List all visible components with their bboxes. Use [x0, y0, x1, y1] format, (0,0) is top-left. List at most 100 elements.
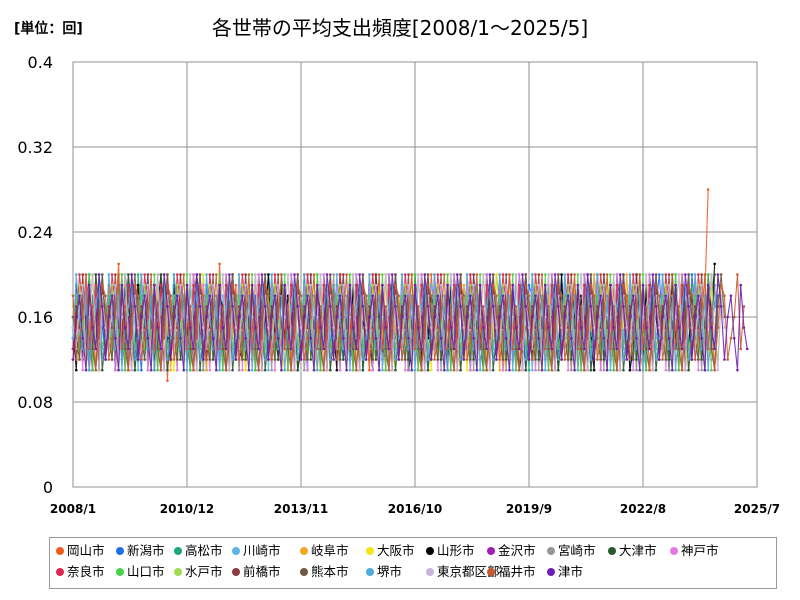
data-point	[687, 368, 690, 372]
data-point	[677, 326, 681, 329]
data-point	[677, 368, 681, 372]
data-point	[517, 347, 521, 351]
data-point	[700, 358, 703, 361]
data-point	[87, 368, 91, 372]
data-point	[514, 305, 518, 308]
data-point	[361, 305, 365, 308]
data-point	[583, 283, 586, 287]
data-point	[345, 368, 348, 372]
data-point	[218, 273, 221, 276]
data-point	[638, 326, 642, 329]
data-point	[309, 273, 313, 276]
data-point	[456, 273, 459, 276]
data-point	[394, 273, 397, 276]
legend-label: 新潟市	[127, 543, 165, 558]
data-point	[745, 347, 749, 351]
data-point	[390, 326, 394, 329]
legend-label: 水戸市	[185, 564, 223, 579]
data-point	[429, 283, 433, 287]
legend-label: 前橋市	[243, 564, 281, 579]
data-point	[335, 358, 339, 361]
data-point	[524, 358, 528, 361]
data-point	[394, 305, 397, 308]
legend-marker	[116, 568, 124, 576]
data-point	[263, 305, 267, 308]
data-point	[250, 283, 254, 287]
data-point	[254, 368, 257, 372]
data-point	[136, 326, 140, 329]
data-point	[374, 273, 378, 276]
data-point	[508, 368, 511, 372]
data-point	[557, 273, 560, 276]
data-point	[175, 283, 179, 287]
data-point	[371, 273, 374, 276]
data-point	[342, 336, 345, 340]
data-point	[436, 294, 440, 298]
data-point	[221, 368, 225, 372]
data-point	[322, 368, 326, 372]
data-point	[631, 336, 635, 340]
data-point	[97, 368, 101, 372]
data-point	[583, 368, 586, 372]
data-point	[485, 347, 488, 351]
data-point	[618, 368, 622, 372]
data-point	[599, 283, 602, 287]
data-point	[231, 305, 234, 308]
data-point	[335, 315, 339, 319]
data-point	[205, 358, 208, 361]
data-point	[667, 273, 671, 276]
data-point	[563, 273, 567, 276]
data-point	[635, 283, 638, 287]
data-point	[162, 326, 166, 329]
data-point	[371, 336, 374, 340]
data-point	[289, 273, 293, 276]
data-point	[521, 326, 524, 329]
y-tick-label: 0.4	[28, 53, 53, 72]
data-point	[293, 368, 296, 372]
data-point	[81, 315, 85, 319]
data-point	[560, 326, 563, 329]
data-point	[504, 283, 508, 287]
data-point	[104, 294, 107, 298]
data-point	[736, 368, 739, 372]
legend-label: 津市	[558, 564, 584, 579]
data-point	[524, 305, 528, 308]
data-point	[592, 294, 596, 298]
data-point	[511, 368, 515, 372]
data-point	[78, 273, 81, 276]
data-point	[524, 283, 528, 287]
data-point	[169, 326, 173, 329]
data-point	[697, 273, 700, 276]
data-point	[201, 336, 205, 340]
data-point	[78, 358, 81, 361]
data-point	[641, 273, 645, 276]
data-point	[319, 347, 322, 351]
data-point	[553, 326, 557, 329]
data-point	[622, 368, 625, 372]
data-point	[684, 273, 687, 276]
data-point	[348, 283, 352, 287]
data-point	[517, 368, 521, 372]
data-point	[563, 315, 567, 319]
data-point	[530, 358, 534, 361]
data-point	[648, 305, 651, 308]
data-point	[560, 273, 563, 276]
legend-label: 高松市	[185, 543, 223, 558]
data-point	[342, 273, 345, 276]
data-point	[101, 358, 104, 361]
data-point	[491, 358, 495, 361]
data-point	[475, 326, 479, 329]
data-point	[254, 273, 257, 276]
data-point	[84, 326, 88, 329]
data-point	[700, 273, 703, 276]
data-point	[114, 273, 117, 276]
data-point	[498, 273, 501, 276]
data-point	[547, 305, 550, 308]
data-point	[280, 326, 283, 329]
data-point	[641, 368, 645, 372]
data-point	[439, 315, 443, 319]
data-point	[469, 336, 472, 340]
data-point	[635, 358, 638, 361]
data-point	[146, 336, 150, 340]
data-point	[667, 283, 671, 287]
